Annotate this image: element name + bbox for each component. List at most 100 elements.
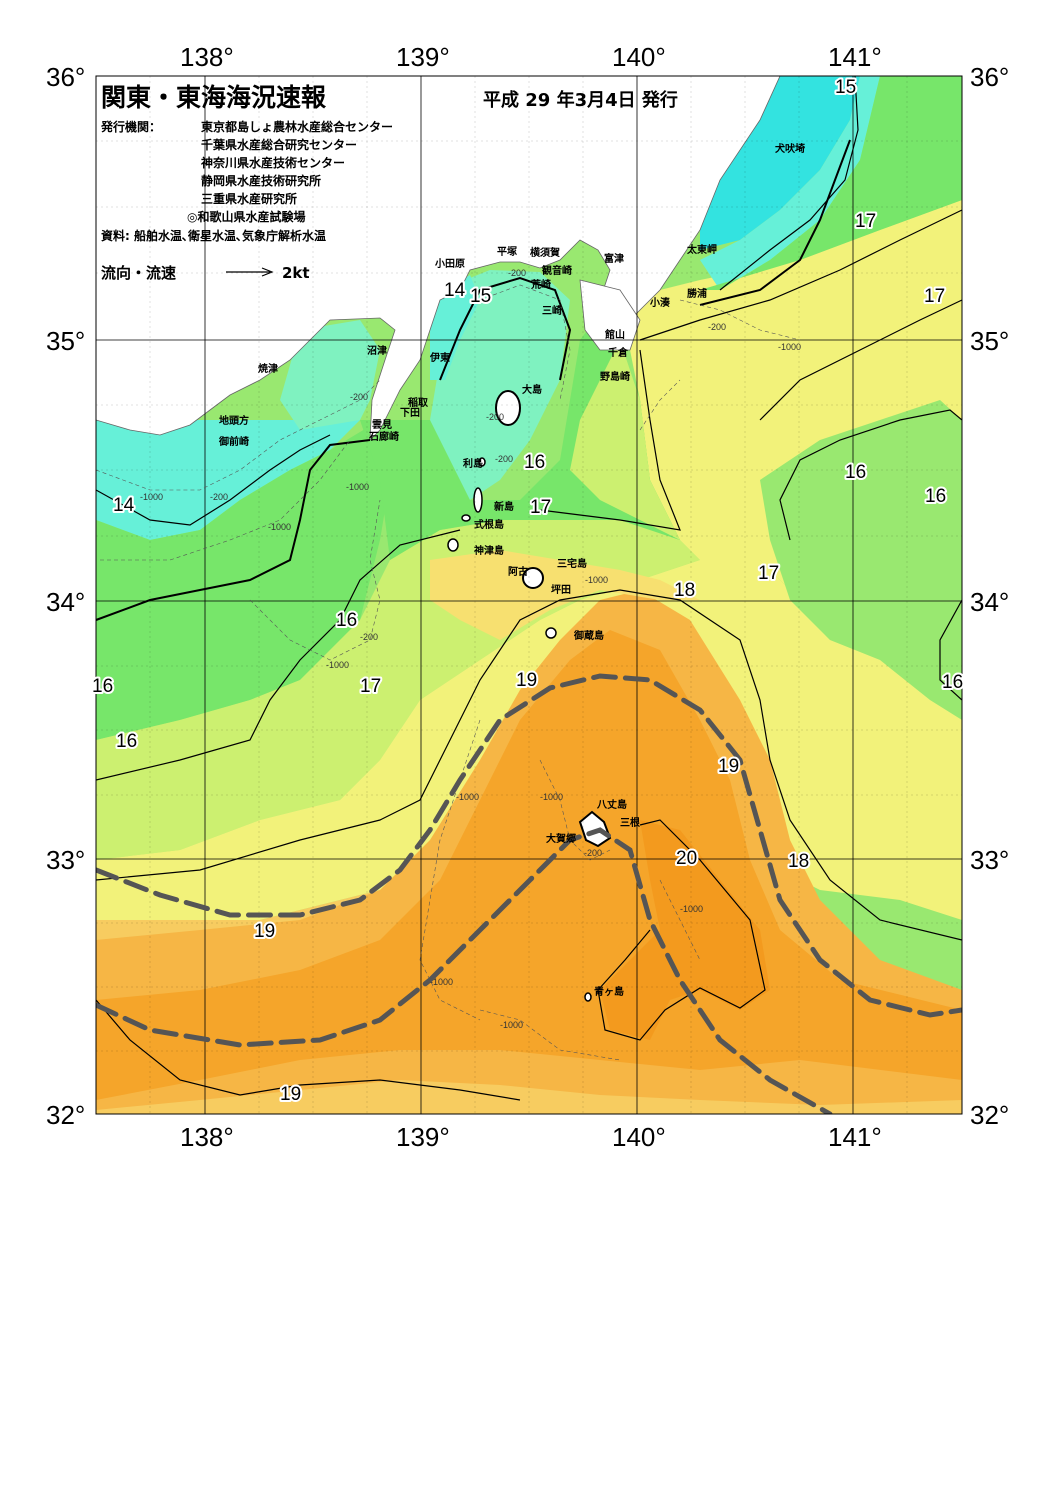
isotherm-label: 17	[360, 676, 381, 697]
place-katsuura: 勝浦	[687, 287, 707, 300]
lon-tick-138-bottom: 138°	[180, 1122, 234, 1152]
lat-tick-33-left: 33°	[46, 845, 85, 875]
place-names: 犬吠埼 太東岬 勝浦 小湊 富津 横須賀 観音崎 荒崎 三崎 平塚 小田原 館山…	[218, 142, 805, 998]
issuer-label: 発行機関：	[100, 119, 161, 134]
place-miyakejima: 三宅島	[557, 557, 587, 570]
place-futtsu: 富津	[604, 252, 624, 265]
place-kominato: 小湊	[649, 296, 671, 309]
depth-label: -200	[210, 492, 228, 502]
depth-label: -200	[350, 392, 368, 402]
current-legend-speed: 2kt	[282, 264, 310, 282]
water-14-suruga	[280, 320, 380, 430]
place-omaezaki: 御前崎	[218, 435, 249, 448]
water-16-west	[96, 420, 390, 740]
kuroshio-axis-inner	[96, 827, 833, 1114]
island-miyakejima	[522, 567, 544, 589]
issue-date: 平成 29 年3月4日 発行	[483, 89, 678, 111]
place-shimoda: 下田	[400, 407, 420, 419]
water-17-izu	[570, 340, 680, 540]
water-16-northeast	[700, 76, 962, 290]
island-shikinejima	[461, 514, 471, 522]
issuer-4: 静岡県水産技術研究所	[201, 173, 321, 188]
lon-tick-139-bottom: 139°	[396, 1122, 450, 1152]
depth-label: -1000	[540, 792, 563, 802]
isotherm-labels: 15 17 17 14 15 16 17 16 16 14 16 17 18 1…	[90, 75, 965, 1107]
place-toshima: 利島	[463, 457, 483, 470]
depth-label: -1000	[500, 1020, 523, 1030]
isotherm-16-sagami	[439, 276, 572, 381]
isotherm-label: 18	[674, 580, 695, 601]
lat-tick-32-left: 32°	[46, 1100, 85, 1130]
isotherm-17-izu	[539, 349, 681, 531]
lon-tick-139-top: 139°	[396, 42, 450, 72]
issuer-6: ◎和歌山県水産試験場	[187, 209, 305, 224]
isotherm-label: 17	[855, 211, 876, 232]
place-irozaki: 石廊崎	[368, 430, 399, 443]
isotherm-14-west	[96, 434, 331, 526]
issuer-5: 三重県水産研究所	[201, 191, 297, 206]
island-hachijojima	[578, 810, 612, 848]
place-yaizu: 焼津	[258, 362, 278, 375]
current-legend-label: 流向・流速	[101, 264, 176, 282]
isotherm-19-south	[96, 999, 521, 1101]
lon-tick-140-top: 140°	[612, 42, 666, 72]
depth-label: -1000	[430, 977, 453, 987]
depth-label: -200	[584, 848, 602, 858]
depth-label: -1000	[778, 342, 801, 352]
issuer-3: 神奈川県水産技術センター	[201, 155, 345, 170]
water-16-east	[760, 400, 962, 720]
lat-tick-33-right: 33°	[970, 845, 1009, 875]
lat-tick-34-right: 34°	[970, 587, 1009, 617]
isotherm-label: 19	[718, 756, 739, 777]
water-14-sagami	[430, 275, 480, 380]
place-arasaki: 荒崎	[530, 278, 551, 291]
lat-tick-36-left: 36°	[46, 62, 85, 92]
place-mikurajima: 御蔵島	[573, 629, 604, 642]
isotherm-18	[96, 589, 962, 941]
lat-tick-32-right: 32°	[970, 1100, 1009, 1130]
isotherm-label: 16	[845, 462, 866, 483]
isotherm-label: 16	[942, 672, 963, 693]
depth-label: -1000	[268, 522, 291, 532]
place-shikinejima: 式根島	[474, 518, 504, 531]
place-jitokata: 地頭方	[219, 414, 249, 427]
land	[95, 75, 781, 1002]
water-14-west	[96, 420, 360, 540]
place-niijima: 新島	[494, 500, 514, 513]
land-boso-tip	[579, 279, 641, 351]
isotherm-label: 17	[758, 563, 779, 584]
island-toshima	[478, 457, 486, 467]
isotherm-label: 14	[444, 280, 466, 301]
lon-tick-141-bottom: 141°	[828, 1122, 882, 1152]
isotherm-label: 16	[116, 731, 137, 752]
depth-labels: -200 -1000 -200 -1000 -200 -1000 -200 -1…	[140, 268, 801, 1030]
lat-tick-35-right: 35°	[970, 326, 1009, 356]
place-chikura: 千倉	[608, 346, 629, 359]
place-ako: 阿古	[508, 565, 528, 578]
place-inubozaki: 犬吠埼	[775, 142, 805, 155]
isotherm-16-west	[96, 439, 371, 621]
lat-tick-36-right: 36°	[970, 62, 1009, 92]
land-kanto	[95, 75, 781, 442]
isotherm-label: 16	[925, 486, 946, 507]
map-frame	[95, 75, 963, 1115]
isotherm-label: 20	[676, 848, 697, 869]
header: 関東・東海海況速報 平成 29 年3月4日 発行 発行機関： 東京都島しょ農林水…	[100, 83, 678, 282]
place-kumomi: 雲見	[372, 419, 392, 431]
place-yokosuka: 横須賀	[530, 246, 560, 259]
isotherm-label: 16	[92, 676, 113, 697]
lon-tick-141-top: 141°	[828, 42, 882, 72]
place-taitomisaki: 太東岬	[686, 243, 717, 256]
place-ito: 伊東	[429, 351, 450, 364]
isotherm-17-west	[96, 529, 461, 781]
depth-label: -1000	[140, 492, 163, 502]
place-tateyama: 館山	[604, 328, 625, 341]
issuer-1: 東京都島しょ農林水産総合センター	[201, 119, 393, 134]
place-kozushima: 神津島	[474, 544, 504, 557]
lat-tick-35-left: 35°	[46, 326, 85, 356]
place-tsubota: 坪田	[551, 583, 571, 596]
depth-label: -1000	[346, 482, 369, 492]
isotherm-label: 15	[835, 77, 856, 98]
isotherm-label: 14	[113, 495, 135, 516]
place-okago: 大賀郷	[546, 832, 576, 845]
